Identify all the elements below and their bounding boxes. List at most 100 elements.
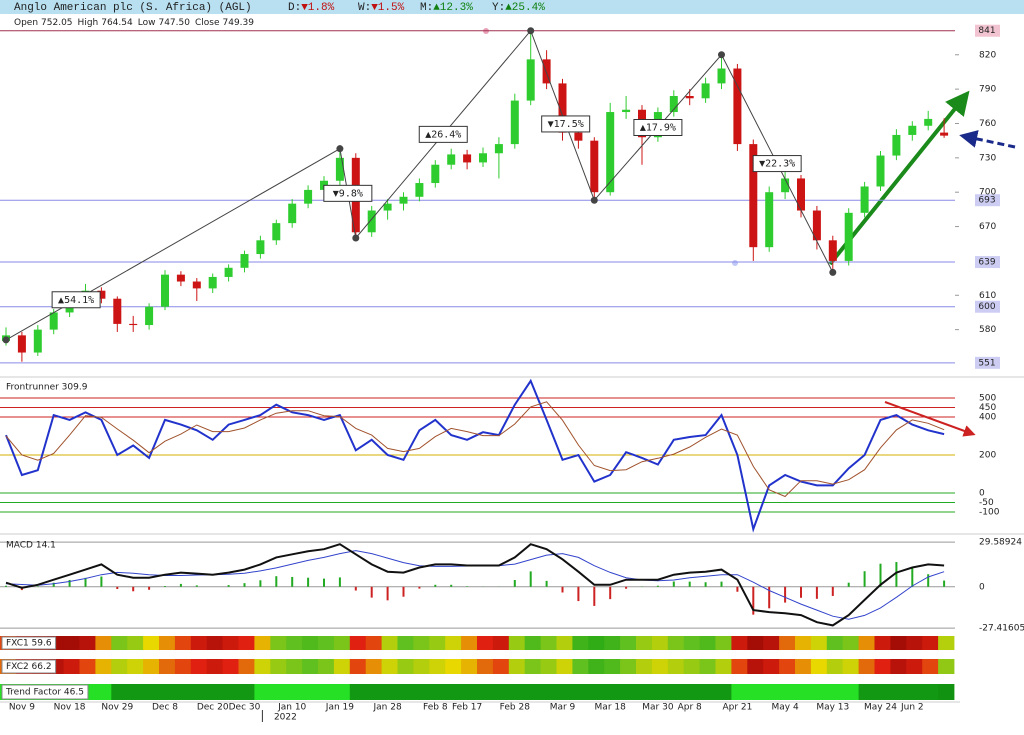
histogram-bar	[529, 571, 532, 587]
x-tick-label: Dec 30	[229, 703, 261, 713]
level-label-box	[975, 194, 1000, 207]
header-stats: D:▼1.8% W:▼1.5% M:▲12.3% Y:▲25.4%	[288, 2, 545, 14]
heat-cell	[222, 684, 239, 700]
heat-cell	[620, 636, 637, 650]
candle-body	[558, 83, 567, 133]
histogram-bar	[338, 577, 341, 587]
panel-title: Frontrunner 309.9	[6, 383, 88, 393]
candle-body	[431, 164, 440, 184]
y-tick-label: 760	[979, 119, 996, 129]
heat-cell	[636, 684, 653, 700]
x-tick-label: Apr 21	[722, 703, 752, 713]
histogram-bar	[879, 563, 882, 587]
candle-body	[33, 329, 42, 353]
histogram-bar	[307, 577, 310, 587]
candle-body	[717, 68, 726, 84]
heat-cell	[779, 636, 796, 650]
histogram-bar	[656, 585, 659, 587]
histogram-bar	[688, 581, 691, 587]
histogram-bar	[911, 568, 914, 587]
heat-cell	[286, 636, 303, 650]
candle-body	[415, 183, 424, 197]
info-label: Close	[195, 18, 220, 28]
heat-cell	[906, 684, 923, 700]
histogram-bar	[52, 582, 55, 587]
heat-cell	[492, 684, 510, 700]
heat-cell	[604, 684, 621, 700]
header-title: Anglo American plc (S. Africa) (AGL)	[14, 2, 252, 14]
heat-cell	[874, 684, 891, 700]
heat-cell	[270, 636, 287, 650]
candle-body	[447, 154, 456, 165]
histogram-bar	[561, 586, 564, 593]
heat-cell	[683, 659, 700, 674]
heat-cell	[890, 659, 907, 674]
heat-cell	[731, 636, 748, 650]
histogram-bar	[259, 580, 262, 587]
info-label: Open	[14, 18, 38, 28]
heat-cell	[477, 636, 494, 650]
heat-cell	[572, 684, 589, 700]
heat-cell	[302, 684, 319, 700]
histogram-bar	[323, 578, 325, 587]
heat-cell	[95, 659, 112, 674]
stat: Y:▲25.4%	[492, 2, 545, 14]
heat-cell	[238, 684, 255, 700]
histogram-bar	[370, 586, 373, 598]
x-tick-label: Nov 18	[54, 703, 86, 713]
level-label: 841	[978, 26, 995, 36]
heat-cell	[779, 659, 796, 674]
heat-cell	[127, 636, 144, 650]
annotation: ▼17.5%	[548, 119, 584, 130]
level-label: -50	[979, 498, 994, 508]
y-tick-label: 670	[979, 222, 996, 232]
annotation: ▲17.9%	[640, 122, 676, 133]
candle-body	[733, 68, 742, 145]
histogram-bar	[148, 586, 151, 590]
level-label: 200	[979, 451, 996, 461]
panel-title-box	[1, 659, 57, 674]
heat-cell	[747, 659, 764, 674]
stat-label: W:	[358, 2, 371, 14]
histogram-bar	[943, 580, 946, 587]
level-label: 500	[979, 394, 996, 404]
candle-body	[176, 274, 185, 282]
heat-cell	[190, 636, 208, 650]
candle-body	[622, 109, 631, 113]
heat-cell	[381, 684, 398, 700]
heat-cell	[667, 636, 685, 650]
candle-body	[192, 281, 201, 289]
heat-cell	[874, 636, 891, 650]
x-tick-label: Feb 28	[500, 703, 531, 713]
candle-body	[367, 210, 376, 233]
x-tick-label: Dec 8	[152, 703, 178, 713]
histogram-bar	[386, 586, 389, 601]
heat-cell	[556, 659, 573, 674]
candle-body	[749, 144, 758, 248]
heat-cell	[333, 636, 351, 650]
annotation: ▲54.1%	[58, 295, 94, 306]
annotation-box	[633, 118, 683, 136]
histogram-bar	[672, 581, 675, 587]
heat-cell	[938, 684, 955, 700]
histogram-bar	[68, 579, 71, 587]
candle-body	[145, 306, 154, 326]
heat-cell	[111, 659, 128, 674]
heat-cell	[556, 684, 573, 700]
heat-cell	[206, 636, 223, 650]
x-tick-label: Feb 17	[452, 703, 482, 713]
pivot	[527, 27, 535, 35]
candle-body	[669, 96, 678, 113]
histogram-bar	[625, 586, 628, 589]
x-tick-label: Mar 30	[642, 703, 674, 713]
heat-cell	[810, 636, 828, 650]
heat-cell	[365, 636, 382, 650]
heat-cell	[318, 659, 335, 674]
heat-cell	[63, 636, 80, 650]
heat-cell	[826, 659, 844, 674]
heat-cell	[779, 684, 796, 700]
series-line	[5, 550, 945, 620]
marker-dot	[732, 260, 738, 266]
candle-body	[240, 254, 249, 268]
histogram-bar	[291, 576, 294, 587]
